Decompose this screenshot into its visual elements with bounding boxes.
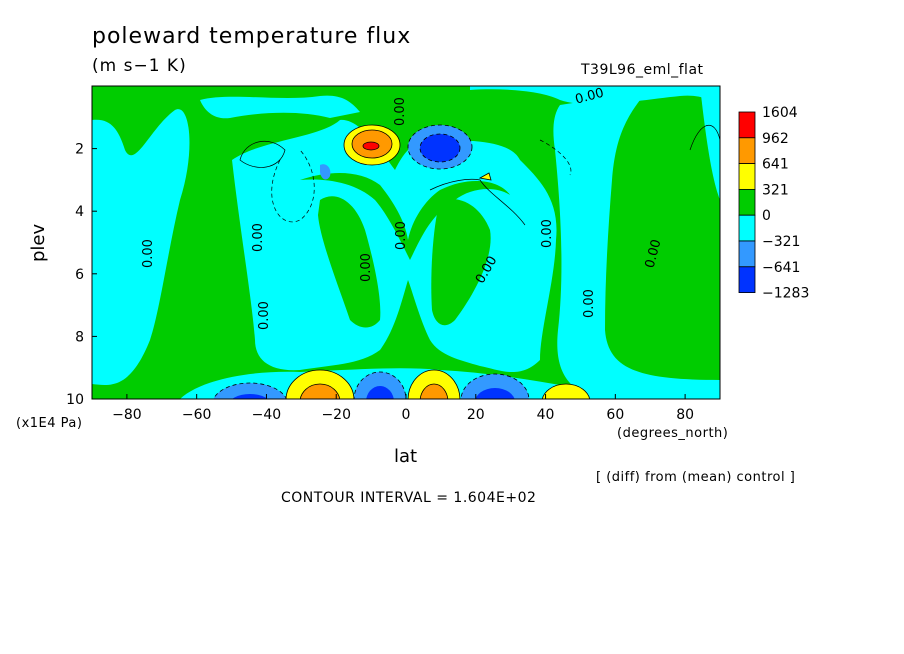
dashed-contour-sh-mid [271, 149, 315, 223]
colorbar-label-0: 1604 [762, 105, 798, 121]
y-tick-label-3: 8 [75, 329, 84, 345]
x-tick-label-5: 20 [467, 407, 485, 423]
chart-title: poleward temperature flux [92, 24, 412, 49]
cold-cell-surface-nh-inner [475, 388, 515, 399]
colorbar-swatch-3 [738, 188, 756, 216]
x-axis: −80 −60 −40 −20 0 20 40 60 80 [112, 394, 694, 423]
plot-area [92, 86, 720, 399]
warm-cell-surface-nh1-outer [407, 369, 461, 399]
contour-label-6: 0.00 [394, 221, 409, 250]
colorbar-label-4: 0 [762, 208, 771, 224]
warm-cell-surface-nh1-inner [419, 383, 449, 399]
colorbar-label-6: −641 [762, 260, 800, 276]
warm-cell-surface-sh1-inner [299, 383, 341, 399]
colorbar-label-7: −1283 [762, 286, 809, 302]
contour-label-5: 0.00 [359, 253, 374, 282]
cyan-region-nh-polar [700, 86, 720, 200]
colorbar-swatch-0 [738, 111, 756, 139]
cold-cell-surface-nh-outer [460, 373, 530, 399]
colorbar: 1604 962 641 321 0 −321 −641 −1283 [738, 105, 809, 302]
contour-label-1: 0.00 [574, 86, 606, 108]
run-label: T39L96_eml_flat [581, 62, 704, 78]
x-tick-label-4: 0 [402, 407, 411, 423]
contour-label-3: 0.00 [251, 223, 266, 252]
colorbar-label-5: −321 [762, 234, 800, 250]
contour-labels: 0.00 0.00 0.00 0.00 0.00 0.00 0.00 0.00 … [141, 86, 665, 330]
x-tick-label-0: −80 [112, 407, 142, 423]
contour-label-2: 0.00 [141, 239, 156, 268]
yellow-dot-upper-nh [478, 172, 492, 181]
blue-spot-sh-mid [320, 164, 331, 180]
cold-cell-surface-eq-outer [353, 371, 407, 399]
green-region-x-top [300, 173, 510, 260]
cyan-region-sh-topband [200, 95, 360, 119]
colorbar-swatch-2 [738, 163, 756, 190]
colorbar-label-3: 321 [762, 182, 789, 198]
cyan-region-nh-high [553, 98, 720, 399]
colorbar-label-2: 641 [762, 157, 789, 173]
dashed-contour-nh-mid [539, 139, 572, 176]
cyan-region-nh-topband [470, 86, 720, 110]
cyan-region-sh-high [92, 109, 190, 386]
contour-interval: CONTOUR INTERVAL = 1.604E+02 [281, 490, 537, 506]
green-region-x-right [431, 198, 491, 326]
cold-cell-surface-sh-outer [212, 382, 288, 399]
y-axis-label: plev [28, 223, 49, 262]
y-tick-label-1: 4 [75, 204, 84, 220]
colorbar-swatch-1 [738, 137, 756, 165]
y-tick-label-0: 2 [75, 142, 84, 158]
colorbar-swatch-4 [738, 214, 756, 242]
x-tick-label-1: −60 [182, 407, 212, 423]
contour-label-10: 0.00 [582, 289, 597, 318]
x-tick-label-3: −20 [321, 407, 351, 423]
y-tick-label-2: 6 [75, 267, 84, 283]
colorbar-label-1: 962 [762, 131, 789, 147]
x-tick-label-8: 80 [676, 407, 694, 423]
x-axis-units: (degrees_north) [617, 426, 729, 441]
thin-contour-nh-upper [689, 124, 720, 151]
warm-cell-upper-red [362, 141, 380, 151]
y-axis: 2 4 6 8 10 [66, 142, 97, 408]
x-tick-label-2: −40 [252, 407, 282, 423]
y-tick-label-4: 10 [66, 392, 84, 408]
colorbar-swatch-5 [738, 240, 756, 268]
contour-label-4: 0.00 [257, 301, 272, 330]
x-axis-label: lat [394, 446, 418, 467]
chart-units: (m s−1 K) [92, 56, 187, 76]
diff-note: [ (diff) from (mean) control ] [596, 470, 796, 485]
cold-cell-upper-inner [419, 133, 461, 163]
x-tick-label-7: 60 [606, 407, 624, 423]
cold-cell-surface-eq-inner [366, 386, 394, 399]
y-axis-units: (x1E4 Pa) [16, 416, 83, 431]
thin-contour-nh-mid [429, 178, 526, 226]
green-region-x-left [318, 196, 381, 328]
contour-label-7: 0.00 [393, 97, 408, 126]
warm-cell-surface-nh2 [541, 383, 591, 399]
contour-label-9: 0.00 [540, 219, 555, 248]
contour-label-11: 0.00 [643, 238, 665, 270]
colorbar-swatch-6 [738, 266, 756, 293]
x-tick-label-6: 40 [537, 407, 555, 423]
cold-cell-surface-sh-inner [232, 394, 268, 399]
